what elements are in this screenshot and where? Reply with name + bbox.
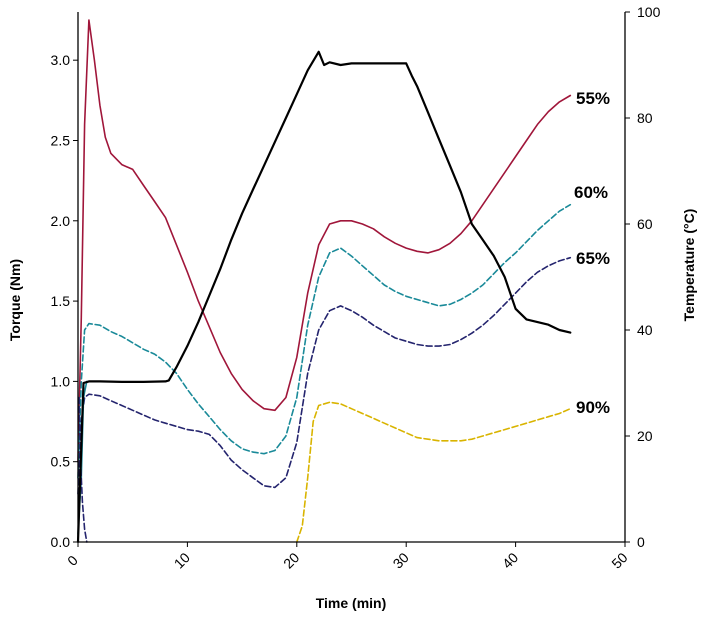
left-y-tick-label: 0.0 <box>51 534 71 550</box>
right-y-tick-label: 0 <box>637 534 645 550</box>
left-y-tick-label: 0.5 <box>51 454 71 470</box>
right-y-tick-label: 40 <box>637 322 653 338</box>
right-y-tick-label: 60 <box>637 216 653 232</box>
left-y-tick-label: 2.0 <box>51 213 71 229</box>
right-y-tick-label: 100 <box>637 4 661 20</box>
right-y-tick-label: 80 <box>637 110 653 126</box>
series-label-65: 65% <box>576 249 610 268</box>
series-line-90 <box>295 401 572 543</box>
series-line-60 <box>77 203 572 479</box>
right-y-tick-label: 20 <box>637 428 653 444</box>
right-y-axis-title: Temperature (°C) <box>681 209 697 322</box>
left-y-tick-label: 1.0 <box>51 373 71 389</box>
left-y-tick-label: 1.5 <box>51 293 71 309</box>
series-labels: 55% 60% 65% 90% <box>574 89 610 417</box>
series-label-55: 55% <box>576 89 610 108</box>
ticks: 0 10 20 30 40 50 0.0 0.5 1.0 1.5 2.0 2.5 3.0 0 20 40 60 8… <box>51 4 661 572</box>
series-label-60: 60% <box>574 183 608 202</box>
axes <box>77 12 626 543</box>
x-tick-label: 30 <box>389 549 411 571</box>
plot-lines <box>76 19 572 544</box>
series-line-startup-5 <box>78 396 88 543</box>
x-tick-label: 40 <box>499 549 521 571</box>
series-label-90: 90% <box>576 398 610 417</box>
x-tick-label: 20 <box>280 549 302 571</box>
left-y-axis-title: Torque (Nm) <box>7 259 23 341</box>
x-tick-label: 0 <box>64 552 81 569</box>
x-tick-label: 50 <box>608 549 630 571</box>
series-line-55 <box>77 19 572 463</box>
x-axis-title: Time (min) <box>316 595 387 611</box>
left-y-tick-label: 2.5 <box>51 132 71 148</box>
left-y-tick-label: 3.0 <box>51 52 71 68</box>
x-tick-label: 10 <box>171 549 193 571</box>
series-line-temperature <box>76 50 572 544</box>
series-line-65 <box>77 256 572 495</box>
